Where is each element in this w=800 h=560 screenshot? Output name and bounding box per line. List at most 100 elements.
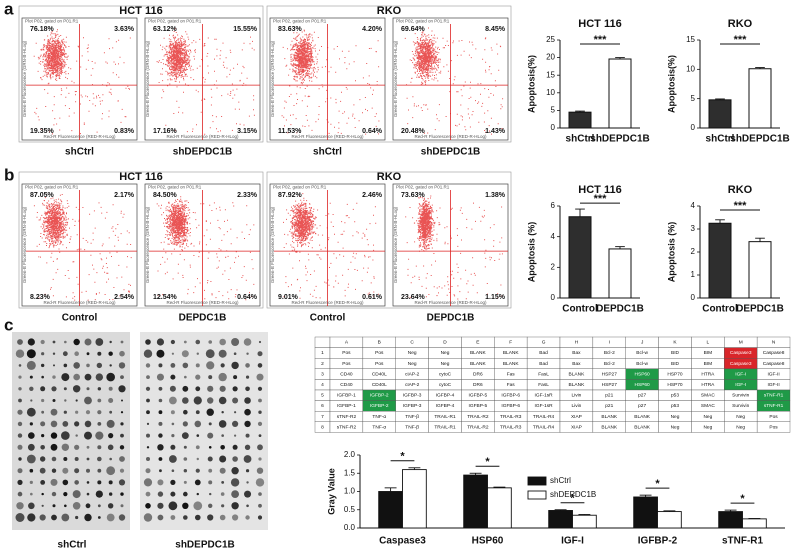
array-spot	[109, 410, 113, 414]
row-number: 4	[321, 382, 324, 388]
event-dots	[404, 27, 504, 135]
array-spot	[232, 386, 238, 392]
array-spot	[230, 478, 240, 487]
table-text: Pos	[375, 361, 384, 367]
array-spot	[182, 362, 189, 369]
quadrant-percent: 1.43%	[485, 128, 506, 135]
array-spot	[40, 445, 45, 450]
y-axis-label: Green-B Fluorescence (GRN-B-HLog)	[22, 40, 27, 117]
array-spot	[121, 399, 123, 402]
table-text: IGF-I	[735, 371, 746, 377]
array-spot	[51, 514, 57, 521]
array-spot	[86, 352, 90, 356]
table-text: Bcl-w	[636, 361, 648, 367]
event-dots	[156, 196, 255, 301]
array-spot	[158, 421, 163, 426]
array-spot	[207, 432, 214, 439]
table-text: sTNF-R1	[764, 403, 784, 409]
array-spot	[182, 397, 189, 404]
table-text: BLANK	[601, 424, 618, 430]
legend-swatch	[527, 476, 547, 486]
array-spot	[157, 491, 164, 497]
array-spot	[168, 501, 178, 511]
array-spot	[118, 479, 126, 486]
table-text: CD40L	[372, 382, 387, 388]
array-spot	[108, 398, 114, 403]
table-header: J	[641, 340, 644, 346]
table-text: HTRA	[701, 371, 715, 377]
array-spot	[39, 456, 46, 462]
table-text: Survivin	[732, 393, 749, 399]
table-text: SMAC	[701, 403, 715, 409]
array-spot	[220, 363, 225, 368]
table-text: BLANK	[569, 371, 586, 377]
array-spot	[143, 478, 153, 487]
table-text: Pos	[342, 361, 351, 367]
table-text: TNF-α	[372, 414, 386, 420]
y-tick-label: 25	[546, 35, 555, 44]
table-text: p27	[638, 393, 646, 399]
array-spot	[244, 408, 251, 416]
array-spot	[62, 351, 68, 357]
array-spot	[62, 421, 69, 427]
chart-title: RKO	[728, 184, 753, 196]
quadrant-percent: 69.64%	[401, 26, 426, 33]
table-text: Caspase8	[763, 361, 785, 367]
array-spot	[95, 490, 103, 498]
array-spot	[146, 375, 150, 379]
array-spot	[51, 456, 57, 462]
array-spot	[218, 349, 227, 358]
quadrant-percent: 2.17%	[114, 192, 135, 199]
array-spot	[207, 514, 214, 521]
table-header: E	[476, 340, 479, 346]
array-spot	[118, 514, 126, 521]
array-spot	[257, 421, 263, 426]
table-text: HSP60	[635, 371, 651, 377]
array-spot	[170, 515, 176, 520]
significance-mark: *	[740, 493, 745, 505]
array-spot	[183, 515, 188, 520]
array-spot	[95, 431, 104, 440]
array-spot	[86, 457, 90, 461]
table-text: XIAP	[571, 414, 582, 420]
table-text: Neg	[441, 350, 450, 356]
array-spot	[168, 455, 177, 463]
array-spot	[120, 375, 124, 379]
array-spot	[86, 481, 90, 484]
array-spot	[218, 420, 227, 428]
x-axis-label: Red-R Fluorescence (RED-R-HLog)	[43, 300, 116, 305]
table-text: p21	[605, 393, 613, 399]
quadrant-percent: 0.61%	[362, 294, 383, 301]
chart-title: RKO	[728, 18, 753, 30]
array-spot	[194, 479, 201, 486]
row-number: 8	[321, 424, 324, 430]
table-text: FasL	[538, 371, 549, 377]
array-spot	[208, 468, 213, 473]
array-spot	[39, 514, 46, 521]
array-spot	[109, 340, 112, 344]
table-text: BLANK	[601, 414, 618, 420]
table-text: IGFBP-2	[370, 403, 389, 409]
table-text: TRAIL-R1	[434, 414, 456, 420]
array-spot	[108, 492, 113, 496]
significance-mark: ***	[734, 200, 748, 212]
table-text: CD40	[340, 371, 353, 377]
array-spot	[244, 397, 251, 404]
y-tick-label: 2.0	[344, 450, 356, 459]
array-spot	[52, 340, 56, 344]
array-spot	[40, 480, 46, 485]
array-spot	[18, 364, 22, 367]
array-spot	[97, 398, 102, 403]
array-spot	[29, 386, 34, 391]
table-text: p53	[671, 403, 679, 409]
array-spot	[40, 363, 45, 368]
array-spot	[120, 504, 124, 508]
quadrant-percent: 87.05%	[30, 192, 55, 199]
array-spot	[170, 410, 175, 415]
table-header: F	[509, 340, 512, 346]
array-spot	[16, 502, 24, 510]
array-spot	[143, 349, 153, 358]
array-spot	[95, 338, 104, 346]
y-axis-label: Green-B Fluorescence (GRN-B-HLog)	[22, 206, 27, 283]
array-spot	[73, 373, 80, 381]
